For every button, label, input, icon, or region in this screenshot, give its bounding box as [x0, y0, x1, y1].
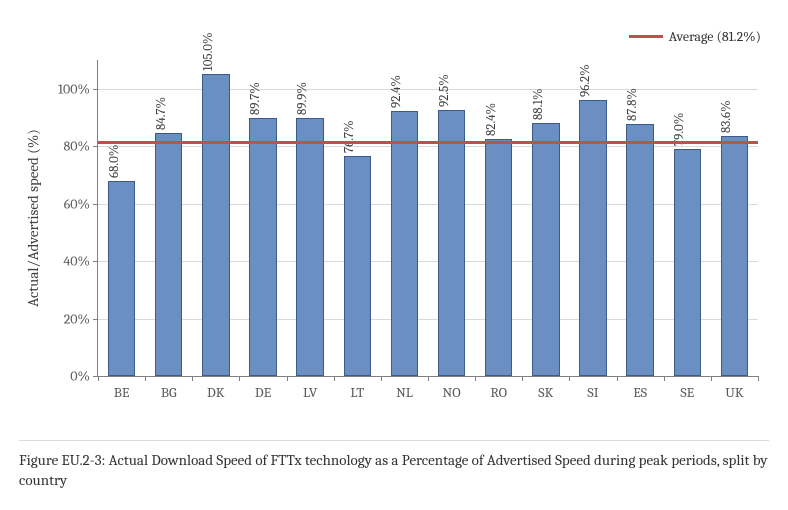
- bar: 84.7%: [155, 133, 182, 376]
- x-tick-label: LV: [303, 384, 317, 401]
- y-tick-label: 60%: [64, 195, 98, 212]
- x-tick-label: SE: [680, 384, 694, 401]
- x-tick-mark: [145, 376, 146, 381]
- bar-value-label: 89.7%: [248, 82, 263, 115]
- bar-value-label: 68.0%: [107, 144, 122, 177]
- x-tick-label: RO: [490, 384, 507, 401]
- legend-label: Average (81.2%): [669, 28, 761, 45]
- bar: 88.1%: [532, 123, 559, 376]
- grid-line: [98, 146, 758, 147]
- bar: 79.0%: [674, 149, 701, 376]
- x-tick-label: SK: [538, 384, 553, 401]
- bar-value-label: 92.4%: [389, 75, 404, 108]
- bar: 92.4%: [391, 111, 418, 376]
- bar-value-label: 87.8%: [625, 88, 640, 121]
- bar: 87.8%: [626, 124, 653, 376]
- bar: 89.9%: [296, 118, 323, 376]
- legend: Average (81.2%): [629, 28, 761, 45]
- bar-value-label: 82.4%: [484, 103, 499, 136]
- legend-line-swatch: [629, 35, 663, 38]
- x-tick-label: NL: [396, 384, 413, 401]
- x-tick-mark: [239, 376, 240, 381]
- y-tick-label: 40%: [63, 253, 98, 270]
- x-tick-label: ES: [633, 384, 647, 401]
- x-tick-mark: [711, 376, 712, 381]
- bar: 76.7%: [344, 156, 371, 376]
- bar-value-label: 96.2%: [578, 64, 593, 97]
- x-tick-mark: [428, 376, 429, 381]
- bar: 89.7%: [249, 118, 276, 376]
- x-tick-mark: [569, 376, 570, 381]
- x-tick-mark: [664, 376, 665, 381]
- x-tick-mark: [475, 376, 476, 381]
- x-tick-mark: [381, 376, 382, 381]
- x-tick-label: BE: [114, 384, 130, 401]
- grid-line: [98, 261, 758, 262]
- x-tick-label: NO: [443, 384, 461, 401]
- bar-value-label: 89.9%: [295, 82, 310, 115]
- bar-value-label: 88.1%: [531, 88, 546, 120]
- bar-value-label: 76.7%: [342, 120, 357, 153]
- y-tick-label: 20%: [64, 310, 98, 327]
- bar-value-label: 92.5%: [437, 75, 452, 108]
- y-tick-label: 0%: [70, 368, 98, 385]
- bar-value-label: 105.0%: [201, 33, 216, 72]
- bar: 105.0%: [202, 74, 229, 376]
- x-tick-mark: [758, 376, 759, 381]
- x-tick-mark: [522, 376, 523, 381]
- bar: 68.0%: [108, 181, 135, 376]
- chart-container: Average (81.2%) Actual/Advertised speed …: [9, 10, 779, 420]
- x-tick-label: UK: [725, 384, 743, 401]
- bar-value-label: 83.6%: [719, 100, 734, 133]
- average-line: [98, 141, 758, 144]
- x-tick-mark: [334, 376, 335, 381]
- x-tick-mark: [617, 376, 618, 381]
- grid-line: [98, 319, 758, 320]
- bar-value-label: 84.7%: [154, 97, 169, 130]
- x-tick-label: LT: [350, 384, 364, 401]
- x-tick-label: DE: [255, 384, 271, 401]
- plot-area: 0%20%40%60%80%100%68.0%BE84.7%BG105.0%DK…: [97, 60, 758, 377]
- x-tick-mark: [192, 376, 193, 381]
- grid-line: [98, 89, 758, 90]
- x-tick-label: DK: [207, 384, 225, 401]
- bar: 82.4%: [485, 139, 512, 376]
- y-axis-title: Actual/Advertised speed (%): [24, 129, 42, 307]
- figure-caption: Figure EU.2-3: Actual Download Speed of …: [19, 440, 769, 490]
- bar: 83.6%: [721, 136, 748, 376]
- x-tick-label: SI: [587, 384, 598, 401]
- y-tick-label: 100%: [58, 80, 98, 97]
- x-tick-mark: [98, 376, 99, 381]
- bar: 92.5%: [438, 110, 465, 376]
- grid-line: [98, 204, 758, 205]
- x-tick-mark: [287, 376, 288, 381]
- y-tick-label: 80%: [64, 138, 99, 155]
- x-tick-label: BG: [161, 384, 177, 401]
